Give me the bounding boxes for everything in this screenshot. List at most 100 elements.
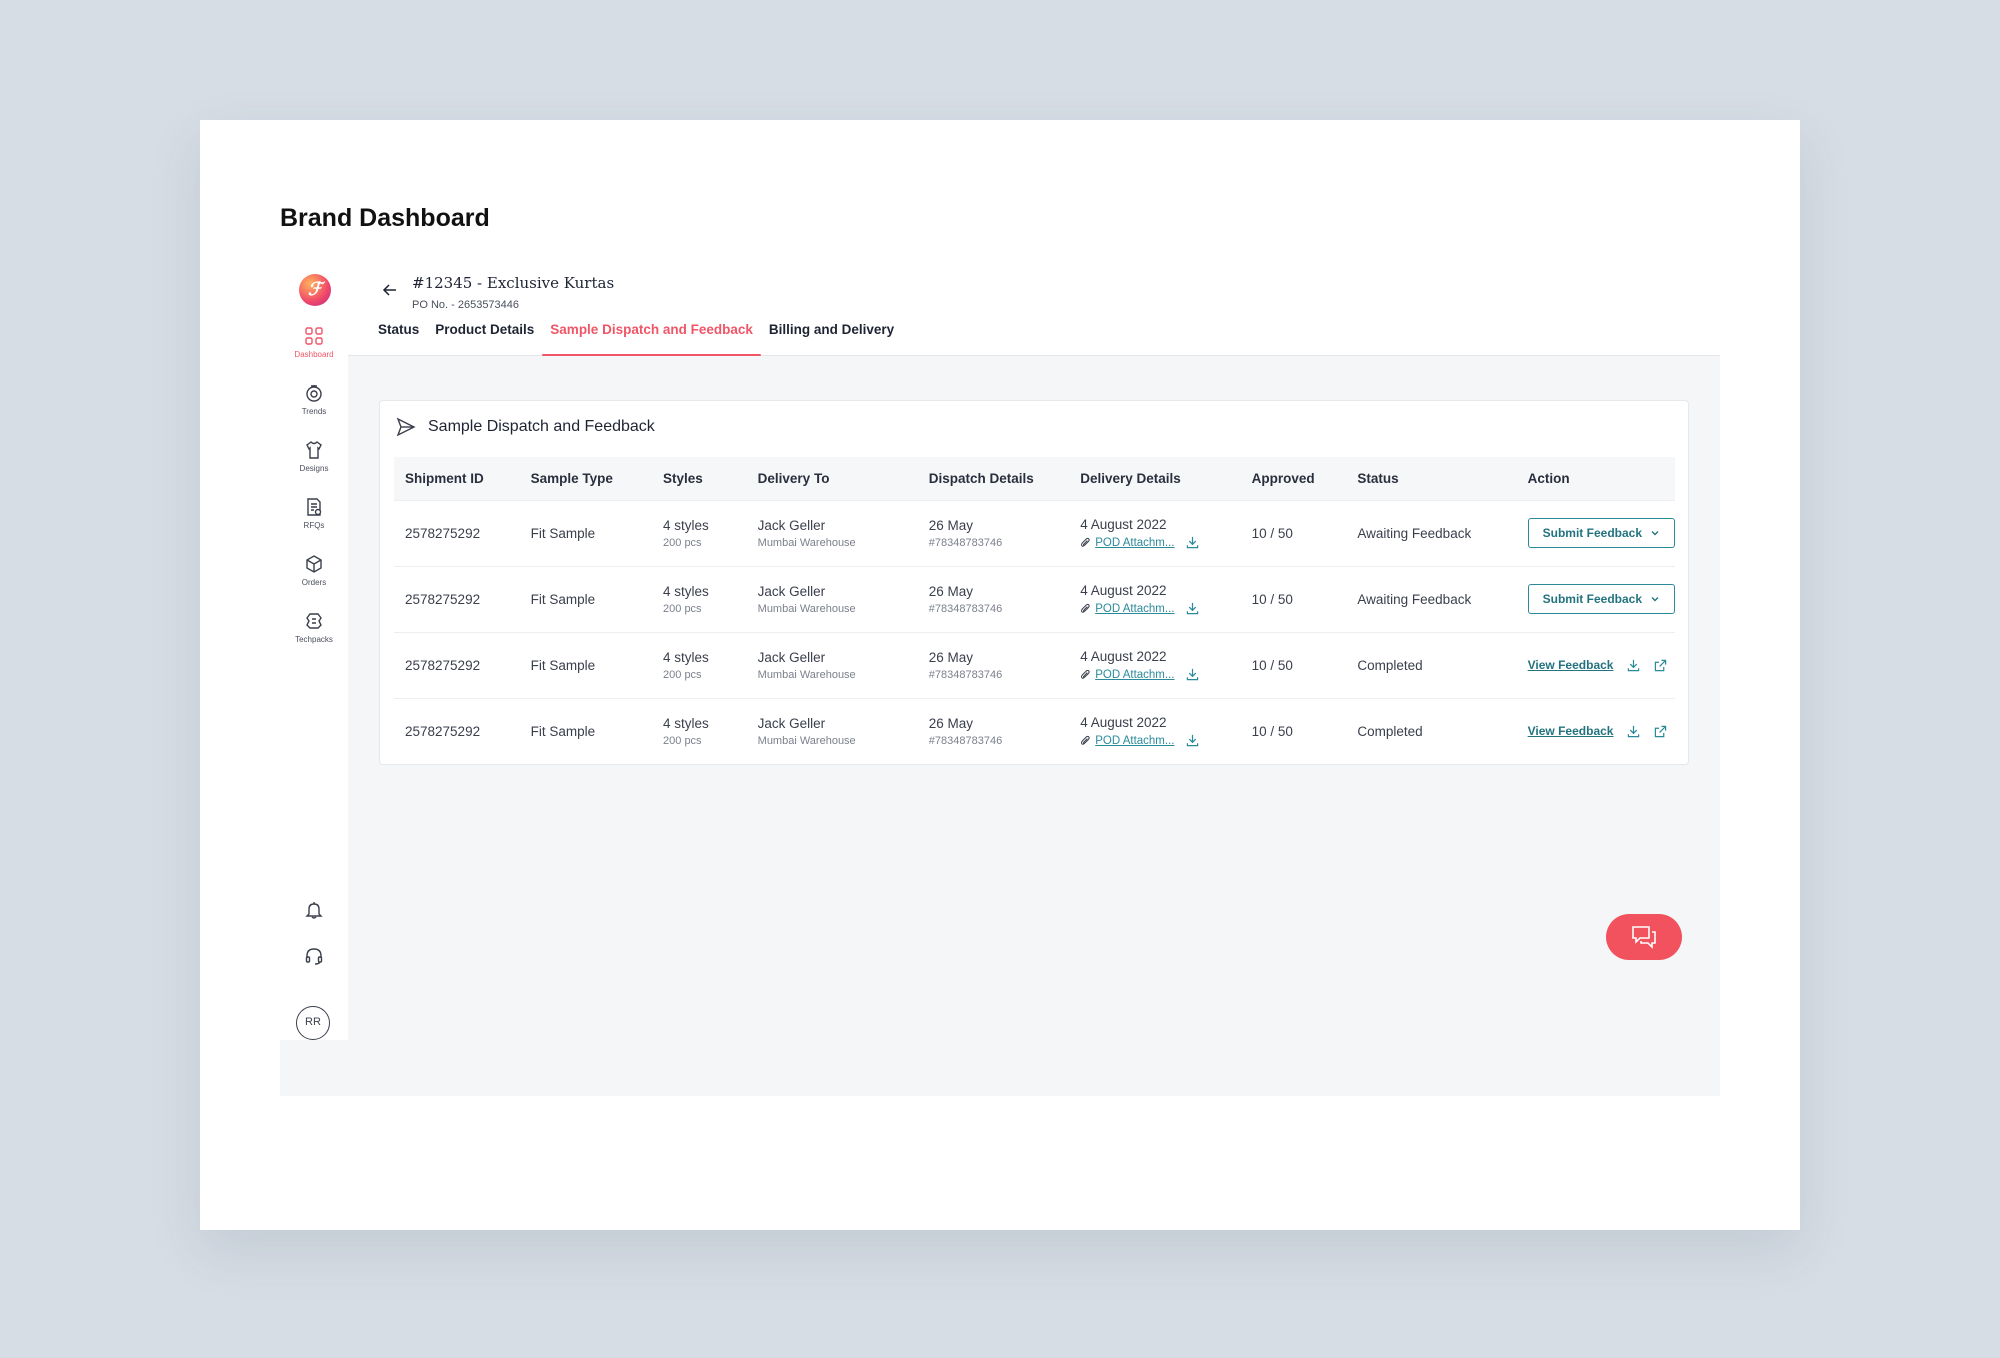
column-header: Dispatch Details xyxy=(928,470,1034,486)
sidebar-item-techpacks[interactable]: Techpacks xyxy=(280,611,348,644)
notifications-button[interactable] xyxy=(280,900,348,925)
dashboard-card: Brand Dashboard ℱ Dashboard Trends Desig… xyxy=(200,120,1800,1230)
action-cell: View Feedback xyxy=(1517,632,1675,698)
table-header-row: Shipment ID Sample Type Styles Delivery … xyxy=(394,457,1675,500)
support-button[interactable] xyxy=(280,946,348,971)
sidebar-item-label: RFQs xyxy=(303,521,325,530)
status-text: Completed xyxy=(1357,723,1423,739)
status-cell: Completed xyxy=(1346,698,1516,764)
sidebar-item-designs[interactable]: Designs xyxy=(280,440,348,473)
dispatch-date: 26 May xyxy=(928,715,974,731)
sidebar-item-trends[interactable]: Trends xyxy=(280,383,348,416)
table-row: 2578275292 Fit Sample 4 styles 200 pcs Ja… xyxy=(394,566,1675,632)
panel-header: Sample Dispatch and Feedback xyxy=(396,417,655,437)
sample-type-cell: Fit Sample xyxy=(520,566,652,632)
external-link-icon[interactable] xyxy=(1654,659,1667,672)
back-button[interactable] xyxy=(380,280,400,300)
approved-count: 10 / 50 xyxy=(1251,525,1293,541)
sidebar-item-label: Techpacks xyxy=(295,635,333,644)
view-feedback-link[interactable]: View Feedback xyxy=(1527,724,1614,739)
tab-billing-delivery[interactable]: Billing and Delivery xyxy=(768,322,895,337)
column-header: Styles xyxy=(663,470,703,486)
box-icon xyxy=(306,555,322,573)
download-icon[interactable] xyxy=(1186,734,1199,747)
bell-icon xyxy=(305,902,323,919)
table-row: 2578275292 Fit Sample 4 styles 200 pcs Ja… xyxy=(394,632,1675,698)
shipment-id: 2578275292 xyxy=(405,591,481,607)
pod-attachment: POD Attachm... xyxy=(1080,602,1240,615)
delivery-details-cell: 4 August 2022 POD Attachm... xyxy=(1069,698,1240,764)
paperclip-icon xyxy=(1081,736,1090,746)
sidebar-item-orders[interactable]: Orders xyxy=(280,554,348,587)
pod-attachment-link[interactable]: POD Attachm... xyxy=(1095,668,1175,681)
shipment-id: 2578275292 xyxy=(405,723,481,739)
sample-type: Fit Sample xyxy=(530,591,596,607)
status-cell: Completed xyxy=(1346,632,1516,698)
external-link-icon[interactable] xyxy=(1654,725,1667,738)
sidebar-item-label: Orders xyxy=(301,578,327,587)
pod-attachment-link[interactable]: POD Attachm... xyxy=(1095,602,1175,615)
dispatch-cell: 26 May #78348783746 xyxy=(918,632,1069,698)
shipment-id: 2578275292 xyxy=(405,525,481,541)
download-icon[interactable] xyxy=(1627,725,1640,738)
download-icon[interactable] xyxy=(1186,536,1199,549)
sample-type-cell: Fit Sample xyxy=(520,632,652,698)
status-cell: Awaiting Feedback xyxy=(1346,500,1516,566)
action-cell: View Feedback xyxy=(1517,698,1675,764)
submit-feedback-button[interactable]: Submit Feedback xyxy=(1527,518,1675,548)
styles-count: 4 styles xyxy=(663,715,709,731)
download-icon[interactable] xyxy=(1186,668,1199,681)
column-header: Delivery To xyxy=(757,470,830,486)
dispatch-date: 26 May xyxy=(928,583,974,599)
warehouse-name: Mumbai Warehouse xyxy=(757,536,856,549)
avatar[interactable]: RR xyxy=(296,1006,330,1040)
view-feedback-link[interactable]: View Feedback xyxy=(1527,658,1614,672)
approved-cell: 10 / 50 xyxy=(1241,500,1347,566)
tab-status[interactable]: Status xyxy=(378,322,420,337)
styles-count: 4 styles xyxy=(663,517,709,533)
page-title: Brand Dashboard xyxy=(280,204,490,232)
sidebar-item-label: Designs xyxy=(299,464,329,473)
approved-cell: 10 / 50 xyxy=(1241,698,1347,764)
styles-cell: 4 styles 200 pcs xyxy=(652,632,747,698)
warehouse-name: Mumbai Warehouse xyxy=(757,734,856,747)
tab-product-details[interactable]: Product Details xyxy=(435,322,535,337)
recipient-name: Jack Geller xyxy=(757,649,826,665)
shipment-id-cell: 2578275292 xyxy=(394,698,520,764)
grid-icon xyxy=(305,327,323,345)
shipments-table: Shipment ID Sample Type Styles Delivery … xyxy=(394,457,1675,764)
status-text: Awaiting Feedback xyxy=(1357,591,1472,607)
download-icon[interactable] xyxy=(1186,602,1199,615)
pieces-count: 200 pcs xyxy=(663,668,702,681)
pod-attachment-link[interactable]: POD Attachm... xyxy=(1095,536,1175,549)
delivery-date: 4 August 2022 xyxy=(1080,715,1167,731)
dispatch-cell: 26 May #78348783746 xyxy=(918,566,1069,632)
sidebar-item-rfqs[interactable]: RFQs xyxy=(280,497,348,530)
pieces-count: 200 pcs xyxy=(663,536,702,549)
styles-cell: 4 styles 200 pcs xyxy=(652,698,747,764)
sample-type-cell: Fit Sample xyxy=(520,500,652,566)
recipient-name: Jack Geller xyxy=(757,715,826,731)
tab-sample-dispatch[interactable]: Sample Dispatch and Feedback xyxy=(542,320,761,356)
paperclip-icon xyxy=(1081,603,1090,613)
paperclip-icon xyxy=(1081,669,1090,679)
chat-icon xyxy=(1632,926,1656,949)
dispatch-date: 26 May xyxy=(928,517,974,533)
headset-icon xyxy=(305,948,323,965)
pod-attachment-link[interactable]: POD Attachm... xyxy=(1095,734,1175,747)
submit-feedback-button[interactable]: Submit Feedback xyxy=(1527,584,1675,614)
dispatch-cell: 26 May #78348783746 xyxy=(918,698,1069,764)
pieces-count: 200 pcs xyxy=(663,602,702,615)
arrow-left-icon xyxy=(382,284,396,296)
brand-logo[interactable]: ℱ xyxy=(299,274,331,306)
delivery-date: 4 August 2022 xyxy=(1080,517,1167,532)
delivery-to-cell: Jack Geller Mumbai Warehouse xyxy=(747,698,918,764)
recipient-name: Jack Geller xyxy=(757,517,826,533)
shirt-icon xyxy=(306,441,322,459)
chat-button[interactable] xyxy=(1606,914,1682,960)
app-window: ℱ Dashboard Trends Designs RFQs Orders xyxy=(280,260,1720,1096)
sidebar: ℱ Dashboard Trends Designs RFQs Orders xyxy=(280,260,348,1040)
sidebar-item-dashboard[interactable]: Dashboard xyxy=(280,326,348,359)
submit-feedback-label: Submit Feedback xyxy=(1542,592,1642,606)
download-icon[interactable] xyxy=(1627,659,1640,672)
